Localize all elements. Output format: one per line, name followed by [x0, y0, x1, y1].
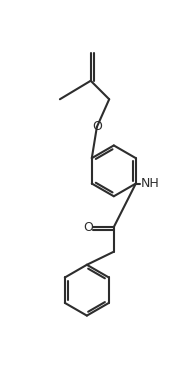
Text: NH: NH: [141, 177, 160, 190]
Text: O: O: [84, 220, 93, 234]
Text: O: O: [92, 120, 102, 134]
